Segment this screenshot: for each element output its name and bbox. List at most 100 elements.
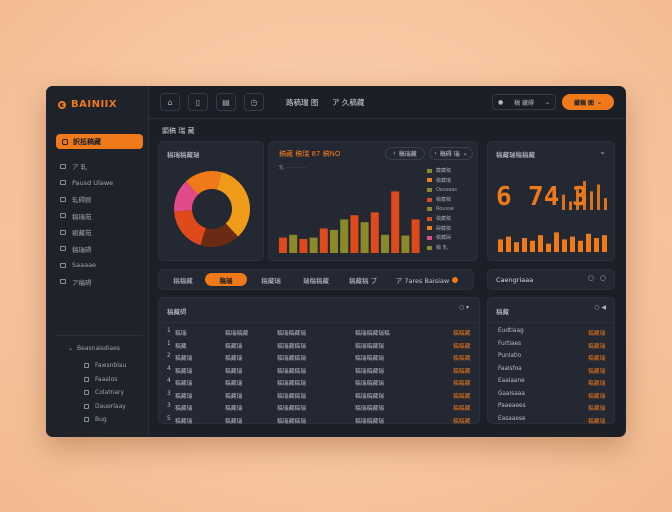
bar-1[interactable] <box>289 234 298 253</box>
sidebar-item[interactable]: 剔藏苑 <box>60 224 113 241</box>
side-table-row[interactable]: Easaaese 稿藏瑞 <box>488 414 614 427</box>
sidebar-subitem[interactable]: Bug <box>84 413 126 427</box>
legend-label: Rousse <box>436 206 454 213</box>
sidebar-item-label: ア 轧 <box>72 163 88 172</box>
sidebar-subitem-label: Colatnary <box>95 389 125 397</box>
bar-13[interactable] <box>411 219 420 253</box>
side-table-row[interactable]: Eudtiaag 稿藏瑞 <box>488 326 614 339</box>
sidebar-subitem[interactable]: Faaalos <box>84 373 126 387</box>
bar-5[interactable] <box>330 229 338 253</box>
sidebar-item[interactable]: 轧碍顾 <box>60 191 113 208</box>
side-table-row[interactable]: Furtiaes 稿藏瑞 <box>488 339 614 352</box>
sidebar-item[interactable]: 稿瑞苑 <box>60 208 113 225</box>
right-tab-label[interactable]: Caengriaaa <box>496 276 534 284</box>
tab[interactable]: ア 7ares Baisiaw <box>387 273 467 286</box>
top-nav-link[interactable]: ア 久稿藏 <box>332 98 365 107</box>
table-cell: 稿瑞藏稿瑞 <box>277 418 306 425</box>
table-cell: 稿稿藏 <box>453 406 471 412</box>
clock-icon[interactable]: ◷ <box>244 93 264 111</box>
table-cell: 稿瑞稿藏瑞 <box>355 343 384 350</box>
side-table-row[interactable]: Paaeaees 稿藏瑞 <box>488 401 614 414</box>
table-cell: 稿瑞藏稿瑞 <box>277 356 306 362</box>
bar-8[interactable] <box>360 222 369 253</box>
legend-item: 稿藏稿 <box>427 214 457 224</box>
sidebar-sublist: Fawsnblau Faaalos Colatnary Dauerlaay Bu… <box>84 359 126 427</box>
sidebar-item[interactable]: ア 轧 <box>60 158 113 175</box>
clipboard-icon[interactable]: ▤ <box>216 93 236 111</box>
donut-slice-0[interactable] <box>216 172 250 237</box>
stat-top-bar-6 <box>604 198 607 210</box>
bar-0[interactable] <box>279 237 287 253</box>
bar-11[interactable] <box>391 191 400 253</box>
table-row[interactable]: 1 稿瑞 稿瑞稿藏 稿瑞稿藏瑞 稿瑞稿藏瑞稿 稿稿藏 <box>159 326 479 339</box>
primary-action-button[interactable]: 藏稿 图 ⌄ <box>562 94 614 110</box>
top-nav-link[interactable]: 路稿瑞 图 <box>286 98 319 107</box>
filter-icon[interactable]: ○ ▾ <box>458 304 469 311</box>
tab[interactable]: 瑞稿稿藏 <box>303 276 329 285</box>
home-icon[interactable]: ⌂ <box>160 93 180 111</box>
table-row[interactable]: 3 稿藏瑞 稿藏瑞 稿瑞藏稿瑞 稿瑞稿藏瑞 稿稿藏 <box>159 401 479 414</box>
bar-10[interactable] <box>381 234 389 253</box>
chevron-down-icon[interactable]: ⌄ <box>599 147 606 156</box>
bar-2[interactable] <box>299 239 308 253</box>
table-row[interactable]: 2 稿藏瑞 稿藏瑞 稿瑞藏稿瑞 稿瑞稿藏瑞 稿稿藏 <box>159 351 479 364</box>
table-row[interactable]: 1 稿藏 稿藏瑞 稿瑞藏稿瑞 稿瑞稿藏瑞 稿稿藏 <box>159 339 479 352</box>
bar-4[interactable] <box>319 228 328 254</box>
table-cell: 稿藏瑞 <box>225 368 243 375</box>
stat-mini-bars <box>498 232 607 252</box>
tab-active[interactable]: 稿瑞 <box>205 273 247 286</box>
search-icon[interactable]: ○ <box>587 274 594 282</box>
list-icon <box>60 163 66 169</box>
stat-top-bar-2 <box>576 187 579 210</box>
donut-chart <box>174 171 250 247</box>
sidebar-item-active[interactable]: 訳抵稿藏 <box>56 134 143 149</box>
table-row[interactable]: 4 稿藏瑞 稿藏瑞 稿瑞藏稿瑞 稿瑞稿藏瑞 稿稿藏 <box>159 376 479 389</box>
sidebar-group-toggle[interactable]: ⌄ Beasnaisdiaes <box>68 345 120 352</box>
sidebar-item[interactable]: ア稿碍 <box>60 274 113 291</box>
sidebar-subitem[interactable]: Dauerlaay <box>84 400 126 414</box>
legend-swatch <box>427 216 432 221</box>
bar-12[interactable] <box>401 235 410 254</box>
side-table-label: Easaaese <box>498 415 526 422</box>
donut-slice-2[interactable] <box>174 210 206 246</box>
table-row[interactable]: 5 稿藏瑞 稿藏瑞 稿瑞藏稿瑞 稿瑞稿藏瑞 稿稿藏 <box>159 414 479 427</box>
tab[interactable]: 稿藏瑞 <box>261 276 281 285</box>
donut-slice-3[interactable] <box>174 181 199 212</box>
tab[interactable]: 稿稿藏 <box>173 276 193 285</box>
bookmark-icon[interactable]: ▯ <box>188 93 208 111</box>
sidebar-subitem[interactable]: Fawsnblau <box>84 359 126 373</box>
chevron-down-icon: ⌄ <box>544 98 550 106</box>
brand[interactable]: BAINIIX <box>58 99 117 110</box>
top-select[interactable]: ● 稿 藏碍 ⌄ <box>492 94 556 110</box>
stat-top-bar-3 <box>583 181 586 210</box>
side-table-row[interactable]: Faalsfoa 稿藏瑞 <box>488 364 614 377</box>
bar-7[interactable] <box>350 215 359 253</box>
table-row[interactable]: 4 稿藏瑞 稿藏瑞 稿瑞藏稿瑞 稿瑞稿藏瑞 稿稿藏 <box>159 364 479 377</box>
file-icon <box>84 417 89 423</box>
side-table-row[interactable]: Punlatio 稿藏瑞 <box>488 351 614 364</box>
bar-6[interactable] <box>340 219 349 253</box>
data-table: 稿藏碍 ○ ▾ 1 稿瑞 稿瑞稿藏 稿瑞稿藏瑞 稿瑞稿藏瑞稿 稿稿藏 1 稿藏 稿藏瑞 稿瑞藏稿瑞… <box>158 297 480 427</box>
search-icon[interactable]: ○ ◀ <box>594 304 606 311</box>
donut-slice-4[interactable] <box>185 171 222 195</box>
stat-bar-5 <box>538 235 543 252</box>
bar-9[interactable] <box>370 212 379 253</box>
side-table-row[interactable]: Eaalaane 稿藏瑞 <box>488 376 614 389</box>
legend-label: 稿 轧 <box>436 245 448 252</box>
tab[interactable]: 稿藏稿 ブ <box>348 276 378 285</box>
filter-chip[interactable]: ‹ 稿碍 瑞 ⌄ <box>429 147 473 160</box>
sidebar-subitem[interactable]: Colatnary <box>84 386 126 400</box>
table-row[interactable]: 3 稿藏瑞 稿藏瑞 稿瑞藏稿瑞 稿瑞稿藏瑞 稿稿藏 <box>159 389 479 402</box>
sidebar-item[interactable]: Saaaae <box>60 257 113 274</box>
stat-overlay-bars <box>562 181 607 210</box>
more-icon[interactable]: ○ <box>599 274 606 282</box>
side-table-row[interactable]: Gaalsaaa 稿藏瑞 <box>488 389 614 402</box>
sidebar-item[interactable]: 稿瑞碍 <box>60 241 113 258</box>
table-cell: 稿瑞藏稿瑞 <box>277 393 306 400</box>
side-table-label: Gaalsaaa <box>498 390 525 397</box>
bar-3[interactable] <box>309 237 318 253</box>
filter-chip[interactable]: ‹ 稿瑞藏 <box>385 147 425 160</box>
sidebar-item[interactable]: Pausd Ulawe <box>60 175 113 192</box>
donut-slice-1[interactable] <box>200 223 239 247</box>
table-cell: 稿藏瑞 <box>175 393 193 400</box>
